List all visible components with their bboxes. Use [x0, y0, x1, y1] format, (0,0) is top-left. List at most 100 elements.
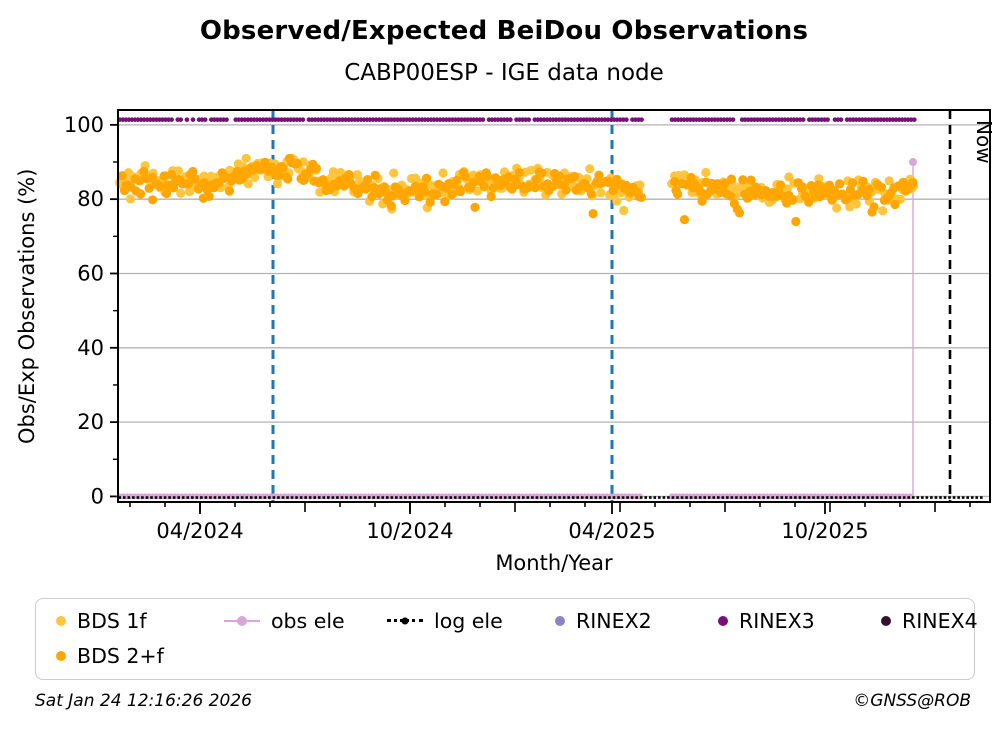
log-ele-point — [934, 496, 938, 499]
log-ele-point — [866, 496, 870, 499]
log-ele-point — [372, 496, 375, 499]
y-tick-label: 100 — [64, 113, 104, 137]
x-tick-label: 10/2025 — [781, 519, 868, 543]
log-ele-point — [254, 496, 258, 499]
scatter-point-bds-2-f — [561, 185, 571, 195]
log-ele-point — [485, 496, 489, 499]
scatter-point-bds-2-f — [344, 169, 354, 180]
scatter-point-bds-2-f — [370, 170, 380, 180]
legend-marker-dot — [237, 615, 247, 626]
log-ele-point — [943, 496, 947, 499]
scatter-point-bds-1f — [784, 172, 794, 182]
log-ele-point — [803, 496, 806, 499]
scatter-point-bds-2-f — [144, 183, 154, 193]
scatter-point-bds-2-f — [697, 196, 707, 206]
log-ele-point — [327, 496, 330, 499]
rinex3-point — [912, 117, 917, 122]
legend-label: RINEX4 — [902, 608, 978, 633]
rinex3-point — [838, 117, 844, 122]
scatter-point-bds-2-f — [452, 175, 462, 185]
log-ele-point — [939, 496, 942, 499]
log-ele-point — [726, 496, 729, 499]
legend-label: BDS 2+f — [77, 643, 164, 668]
legend-marker-rinex3 — [718, 615, 728, 626]
scatter-point-bds-2-f — [864, 184, 874, 194]
scatter-point-bds-2-f — [400, 195, 410, 206]
log-ele-point — [771, 496, 774, 499]
scatter-point-bds-2-f — [804, 197, 814, 207]
log-ele-point — [408, 496, 412, 499]
log-ele-point — [249, 496, 253, 499]
log-ele-point — [200, 496, 203, 499]
scatter-point-bds-2-f — [791, 216, 801, 227]
log-ele-point — [721, 496, 725, 499]
log-ele-point — [535, 496, 539, 499]
log-ele-point — [172, 496, 176, 499]
scatter-point-bds-2-f — [797, 182, 808, 192]
rinex3-point — [184, 117, 190, 122]
log-ele-point — [231, 496, 235, 499]
log-ele-point — [508, 496, 512, 499]
log-ele-point — [263, 496, 267, 499]
log-ele-point — [512, 496, 516, 499]
log-ele-point — [979, 496, 983, 499]
scatter-point-bds-1f — [250, 172, 260, 182]
log-ele-point — [871, 496, 874, 499]
legend-item-bds-1f: BDS 1f — [56, 609, 224, 633]
scatter-point-bds-1f — [438, 168, 448, 178]
scatter-point-bds-2-f — [367, 192, 377, 202]
y-tick-label: 60 — [77, 261, 104, 285]
scatter-point-bds-2-f — [890, 199, 900, 210]
timestamp: Sat Jan 24 12:16:26 2026 — [35, 691, 252, 711]
rinex3-point — [526, 117, 532, 122]
log-ele-point — [730, 496, 734, 499]
scatter-point-bds-2-f — [311, 163, 321, 173]
plot-area: 04/2024 10/2024 04/2025 10/2025 0 20 40 60 80 100… — [64, 109, 996, 543]
scatter-point-bds-2-f — [455, 186, 466, 197]
scatter-point-bds-2-f — [155, 182, 165, 192]
rinex3-point — [224, 117, 229, 122]
log-ele-point — [789, 496, 793, 499]
rinex3-point — [202, 117, 208, 122]
legend-item-log-ele: log ele — [387, 609, 555, 633]
log-ele-point — [599, 496, 602, 499]
log-ele-point — [122, 496, 126, 499]
log-ele-point — [748, 496, 752, 499]
scatter-point-bds-2-f — [586, 189, 596, 199]
log-ele-point — [213, 496, 217, 499]
log-ele-point — [848, 496, 852, 499]
log-ele-point — [463, 496, 466, 499]
scatter-point-bds-2-f — [278, 163, 288, 173]
rinex3-point — [169, 117, 174, 122]
log-ele-point — [299, 496, 303, 499]
log-ele-point — [612, 496, 616, 499]
log-ele-point — [531, 496, 534, 499]
log-ele-point — [621, 496, 625, 499]
log-ele-point — [422, 496, 425, 499]
log-ele-point — [363, 496, 366, 499]
credit: ©GNSS@ROB — [853, 691, 971, 711]
scatter-point-bds-1f — [389, 168, 399, 178]
chart-subtitle: CABP00ESP - IGE data node — [344, 60, 664, 86]
rinex3-point — [730, 117, 736, 122]
scatter-point-bds-2-f — [136, 189, 146, 199]
log-ele-point — [603, 496, 607, 499]
log-ele-point — [571, 496, 575, 499]
log-ele-point — [472, 496, 475, 499]
log-ele-point — [431, 496, 434, 499]
log-ele-point — [676, 496, 679, 499]
legend-marker-dot — [401, 617, 409, 624]
log-ele-point — [340, 496, 344, 499]
scatter-point-bds-2-f — [460, 171, 470, 182]
log-ele-point — [118, 496, 122, 499]
log-ele-point — [594, 496, 598, 499]
log-ele-point — [798, 496, 802, 499]
log-ele-point — [785, 496, 788, 499]
log-ele-point — [821, 496, 824, 499]
x-tick-label: 04/2024 — [156, 519, 243, 543]
log-ele-point — [735, 496, 738, 499]
log-ele-point — [762, 496, 765, 499]
log-ele-point — [898, 496, 901, 499]
scatter-point-bds-2-f — [720, 178, 730, 188]
scatter-point-bds-2-f — [183, 179, 193, 189]
